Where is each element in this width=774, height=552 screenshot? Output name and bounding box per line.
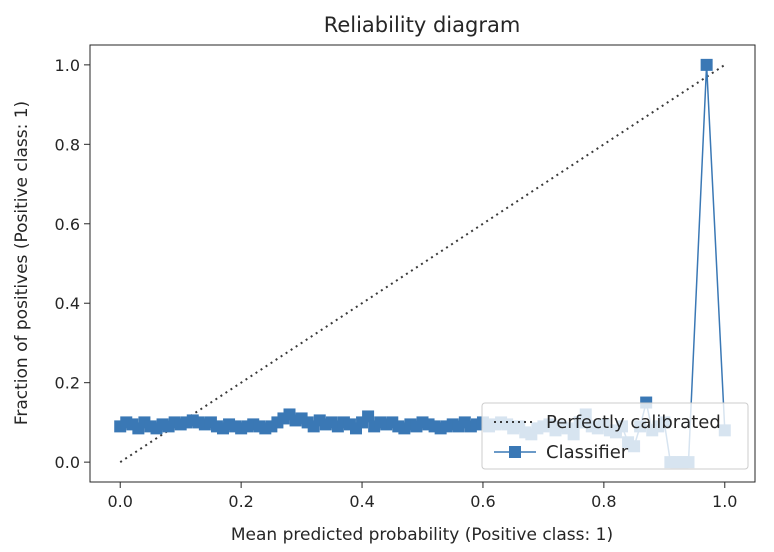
y-tick-label: 0.6 xyxy=(55,215,80,234)
y-tick-label: 0.4 xyxy=(55,294,80,313)
x-tick-label: 0.2 xyxy=(228,492,253,511)
classifier-point xyxy=(126,418,139,431)
chart-title: Reliability diagram xyxy=(324,13,521,37)
legend-box xyxy=(481,402,749,470)
legend-perfectly-calibrated-label: Perfectly calibrated xyxy=(546,412,721,433)
perfectly-calibrated-line xyxy=(119,64,726,463)
y-axis-ticks: 0.0 0.2 0.4 0.6 0.8 1.0 xyxy=(55,56,90,472)
y-tick-label: 0.0 xyxy=(55,453,80,472)
legend-classifier-swatch-marker xyxy=(509,446,521,458)
x-axis-ticks: 0.0 0.2 0.4 0.6 0.8 1.0 xyxy=(108,482,737,511)
legend-classifier-label: Classifier xyxy=(546,442,629,463)
classifier-point xyxy=(362,410,375,423)
y-tick-label: 0.2 xyxy=(55,374,80,393)
x-tick-label: 0.4 xyxy=(349,492,374,511)
classifier-point xyxy=(700,58,713,71)
x-tick-label: 0.6 xyxy=(470,492,495,511)
y-tick-label: 0.8 xyxy=(55,135,80,154)
y-axis-label: Fraction of positives (Positive class: 1… xyxy=(12,101,32,425)
y-tick-label: 1.0 xyxy=(55,56,80,75)
x-axis-label: Mean predicted probability (Positive cla… xyxy=(231,525,613,545)
x-tick-label: 0.0 xyxy=(108,492,133,511)
classifier-point xyxy=(253,420,266,433)
legend: Perfectly calibrated Classifier xyxy=(481,402,749,470)
x-tick-label: 1.0 xyxy=(712,492,737,511)
x-tick-label: 0.8 xyxy=(591,492,616,511)
